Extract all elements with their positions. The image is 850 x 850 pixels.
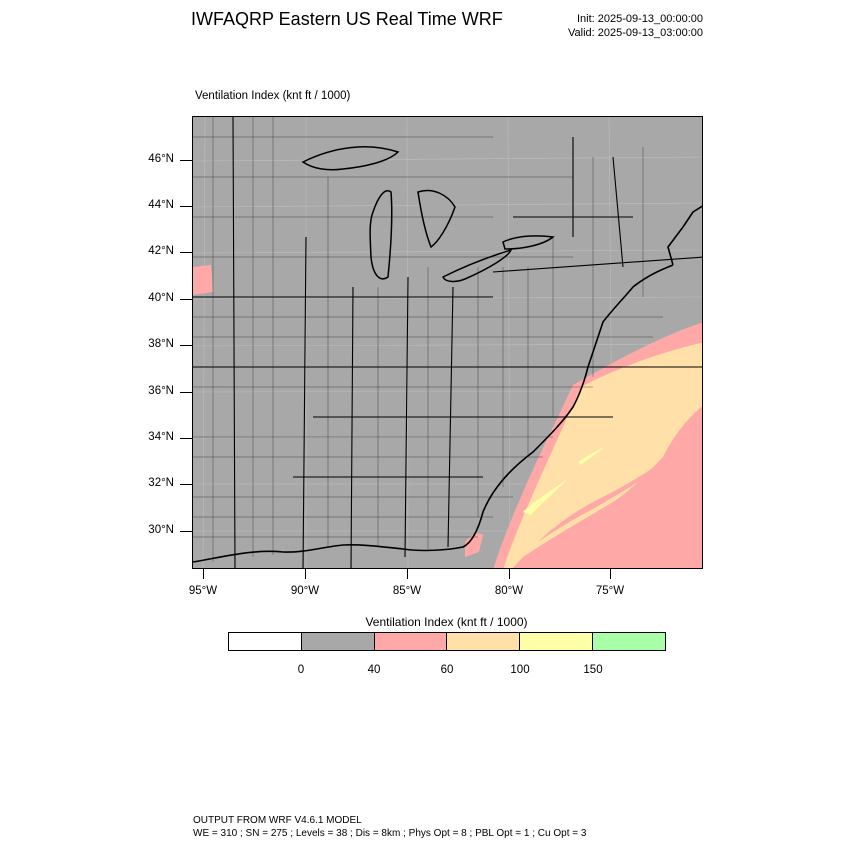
lon-tick <box>509 569 510 579</box>
lon-label-90w: 90°W <box>290 585 320 597</box>
lon-label-75w: 75°W <box>595 585 625 597</box>
model-info-line-2: WE = 310 ; SN = 275 ; Levels = 38 ; Dis … <box>193 828 587 839</box>
lon-label-85w: 85°W <box>392 585 422 597</box>
colorbar <box>228 632 666 651</box>
lake-michigan <box>369 190 393 280</box>
lat-tick <box>180 438 192 439</box>
county-lines <box>193 117 663 562</box>
vi-40-60-west <box>193 265 213 295</box>
vi-100-150-patch-2 <box>578 447 605 465</box>
coastline <box>193 264 674 563</box>
ventilation-shading <box>193 265 702 568</box>
map-panel <box>192 116 703 569</box>
lat-tick <box>180 160 192 161</box>
northeast-coast <box>667 205 702 266</box>
lat-label-44n: 44°N <box>148 199 174 211</box>
lat-label-40n: 40°N <box>148 292 174 304</box>
valid-time: Valid: 2025-09-13_03:00:00 <box>568 27 703 39</box>
boundaries <box>193 117 702 568</box>
lat-tick <box>180 531 192 532</box>
lat-label-36n: 36°N <box>148 385 174 397</box>
colorbar-label: 0 <box>297 664 305 676</box>
init-time: Init: 2025-09-13_00:00:00 <box>577 13 703 25</box>
lat-tick <box>180 252 192 253</box>
lat-label-34n: 34°N <box>148 431 174 443</box>
lon-tick <box>203 569 204 579</box>
lon-tick <box>407 569 408 579</box>
colorbar-label: 100 <box>510 664 530 676</box>
colorbar-segment <box>593 633 665 650</box>
colorbar-segment <box>229 633 302 650</box>
colorbar-label: 60 <box>440 664 454 676</box>
lat-tick <box>180 206 192 207</box>
lat-label-46n: 46°N <box>148 153 174 165</box>
lon-label-95w: 95°W <box>188 585 218 597</box>
great-lakes <box>301 146 555 283</box>
lat-tick <box>180 345 192 346</box>
vi-40-60-band <box>538 447 688 542</box>
lat-label-30n: 30°N <box>148 524 174 536</box>
colorbar-label: 150 <box>583 664 603 676</box>
field-label: Ventilation Index (knt ft / 1000) <box>195 90 351 102</box>
lake-huron <box>417 189 456 249</box>
lake-superior <box>301 146 400 171</box>
graticule <box>193 117 702 568</box>
colorbar-segment <box>447 633 521 650</box>
lon-label-80w: 80°W <box>494 585 524 597</box>
colorbar-segment <box>301 633 375 650</box>
lon-tick <box>610 569 611 579</box>
colorbar-title: Ventilation Index (knt ft / 1000) <box>365 615 528 629</box>
model-info-line-1: OUTPUT FROM WRF V4.6.1 MODEL <box>193 815 362 826</box>
vi-60-100-offshore <box>503 342 702 568</box>
map-canvas <box>193 117 702 568</box>
lat-label-38n: 38°N <box>148 338 174 350</box>
lat-tick <box>180 392 192 393</box>
colorbar-segment <box>374 633 448 650</box>
lat-label-42n: 42°N <box>148 245 174 257</box>
lake-erie <box>442 248 513 283</box>
lat-label-32n: 32°N <box>148 477 174 489</box>
state-lines <box>193 117 702 568</box>
plot-title: IWFAQRP Eastern US Real Time WRF <box>191 9 503 29</box>
colorbar-segment <box>520 633 594 650</box>
lat-tick <box>180 484 192 485</box>
vi-40-60-florida <box>465 533 483 557</box>
vi-100-150-patch-1 <box>523 479 568 515</box>
colorbar-label: 40 <box>367 664 381 676</box>
lat-tick <box>180 299 192 300</box>
lon-tick <box>305 569 306 579</box>
